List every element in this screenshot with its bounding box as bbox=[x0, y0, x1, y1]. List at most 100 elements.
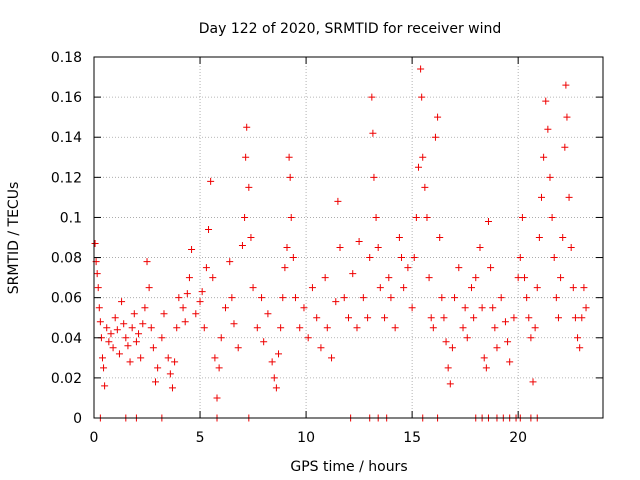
data-points bbox=[91, 65, 590, 422]
data-point bbox=[427, 314, 435, 322]
data-point bbox=[417, 65, 425, 73]
data-point bbox=[561, 143, 569, 151]
data-point bbox=[113, 326, 121, 334]
data-point bbox=[571, 314, 579, 322]
data-point bbox=[459, 324, 467, 332]
data-point bbox=[198, 288, 206, 296]
data-point bbox=[414, 163, 422, 171]
data-point bbox=[497, 294, 505, 302]
y-tick-label: 0.18 bbox=[51, 50, 82, 66]
data-point bbox=[518, 213, 526, 221]
data-point bbox=[96, 318, 104, 326]
data-point bbox=[529, 378, 537, 386]
data-point bbox=[264, 310, 272, 318]
data-point bbox=[385, 274, 393, 282]
data-point bbox=[501, 318, 509, 326]
data-point bbox=[429, 324, 437, 332]
data-point bbox=[213, 394, 221, 402]
data-point bbox=[111, 314, 119, 322]
data-point bbox=[563, 113, 571, 121]
data-point bbox=[118, 298, 126, 306]
data-point bbox=[139, 320, 147, 328]
data-point bbox=[410, 254, 418, 262]
data-point bbox=[243, 123, 251, 131]
data-point bbox=[323, 324, 331, 332]
data-point bbox=[372, 213, 380, 221]
data-point bbox=[478, 304, 486, 312]
data-point bbox=[168, 384, 176, 392]
data-point bbox=[491, 324, 499, 332]
data-point bbox=[425, 274, 433, 282]
data-point bbox=[171, 358, 179, 366]
data-point bbox=[436, 234, 444, 241]
data-point bbox=[100, 364, 108, 372]
data-point bbox=[258, 294, 266, 302]
data-point bbox=[480, 354, 488, 362]
data-point bbox=[431, 133, 439, 141]
data-point bbox=[283, 244, 291, 252]
data-point bbox=[98, 354, 106, 362]
data-point bbox=[349, 270, 357, 278]
data-point bbox=[143, 258, 151, 266]
plot-frame bbox=[93, 56, 604, 419]
data-point bbox=[260, 338, 268, 346]
data-point bbox=[95, 304, 103, 312]
data-point bbox=[321, 274, 329, 282]
data-point bbox=[285, 153, 293, 161]
data-point bbox=[514, 274, 522, 282]
x-axis: 0 5 10 15 20 bbox=[90, 57, 527, 446]
data-point bbox=[181, 318, 189, 326]
data-point bbox=[554, 314, 562, 322]
data-point bbox=[537, 193, 545, 201]
data-point bbox=[126, 358, 134, 366]
data-point bbox=[482, 364, 490, 372]
data-point bbox=[281, 264, 289, 272]
data-point bbox=[468, 284, 476, 292]
data-point bbox=[145, 284, 153, 292]
data-point bbox=[398, 254, 406, 262]
data-point bbox=[434, 113, 442, 121]
data-point bbox=[562, 81, 570, 89]
x-tick-label: 0 bbox=[90, 430, 99, 446]
data-point bbox=[124, 342, 132, 350]
data-point bbox=[209, 274, 217, 282]
data-point bbox=[582, 304, 590, 312]
data-point bbox=[578, 314, 586, 322]
data-point bbox=[175, 294, 183, 302]
data-point bbox=[487, 264, 495, 272]
y-axis: 0 0.02 0.04 0.06 0.08 0.1 0.12 0.14 0.16 0.18 bbox=[51, 50, 603, 427]
data-point bbox=[289, 254, 297, 262]
data-point bbox=[387, 294, 395, 302]
data-point bbox=[120, 320, 128, 328]
data-point bbox=[149, 344, 157, 352]
data-point bbox=[419, 153, 427, 161]
x-axis-label: GPS time / hours bbox=[290, 459, 407, 475]
data-point bbox=[242, 153, 250, 161]
data-point bbox=[418, 93, 426, 101]
data-point bbox=[154, 364, 162, 372]
data-point bbox=[546, 173, 554, 181]
data-point bbox=[130, 310, 138, 318]
data-point bbox=[559, 234, 567, 241]
data-point bbox=[226, 258, 234, 266]
data-point bbox=[489, 304, 497, 312]
data-point bbox=[525, 314, 533, 322]
data-point bbox=[313, 314, 321, 322]
data-point bbox=[268, 358, 276, 366]
data-point bbox=[550, 254, 558, 262]
data-point bbox=[461, 304, 469, 312]
data-point bbox=[115, 350, 123, 358]
data-point bbox=[521, 274, 529, 282]
data-point bbox=[531, 324, 539, 332]
data-point bbox=[132, 338, 140, 346]
data-point bbox=[164, 354, 172, 362]
data-point bbox=[523, 294, 531, 302]
data-point bbox=[287, 213, 295, 221]
data-point bbox=[196, 298, 204, 306]
data-point bbox=[238, 242, 246, 250]
y-tick-label: 0.04 bbox=[51, 331, 82, 347]
data-point bbox=[272, 384, 280, 392]
data-point bbox=[234, 344, 242, 352]
data-point bbox=[336, 244, 344, 252]
data-point bbox=[355, 238, 363, 246]
